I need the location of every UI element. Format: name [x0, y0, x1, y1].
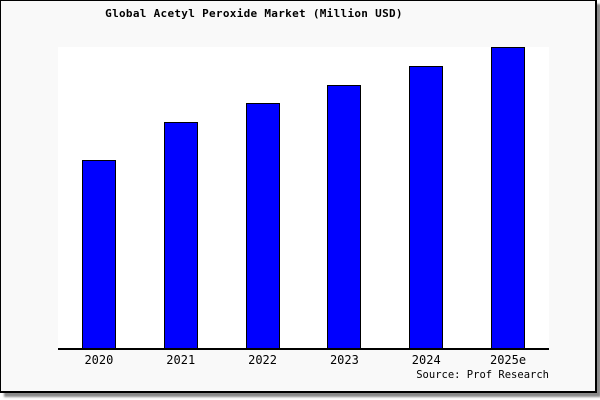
bar-series	[58, 47, 549, 348]
bar-slot-2023	[303, 47, 385, 348]
bar-2024	[409, 65, 444, 348]
x-tick-label-2023: 2023	[329, 353, 359, 367]
bar-slot-2021	[140, 47, 222, 348]
x-axis-labels: 2020 2021 2022 2023 2024 2025e	[58, 353, 549, 367]
x-tick-label-2021: 2021	[166, 353, 196, 367]
bar-2021	[163, 122, 198, 348]
bar-2025e	[491, 47, 526, 348]
bar-2020	[81, 159, 116, 348]
bar-2023	[327, 84, 362, 348]
chart-canvas: Global Acetyl Peroxide Market (Million U…	[0, 0, 597, 393]
bar-2022	[245, 103, 280, 348]
bar-slot-2020	[58, 47, 140, 348]
chart-title: Global Acetyl Peroxide Market (Million U…	[105, 7, 403, 20]
bar-slot-2022	[222, 47, 304, 348]
x-tick-label-2020: 2020	[84, 353, 114, 367]
bar-slot-2025e	[467, 47, 549, 348]
source-note: Source: Prof Research	[416, 369, 549, 381]
x-tick-label-2024: 2024	[411, 353, 441, 367]
bar-slot-2024	[385, 47, 467, 348]
plot-area	[58, 47, 549, 350]
x-tick-label-2022: 2022	[248, 353, 278, 367]
x-tick-label-2025e: 2025e	[489, 353, 527, 367]
